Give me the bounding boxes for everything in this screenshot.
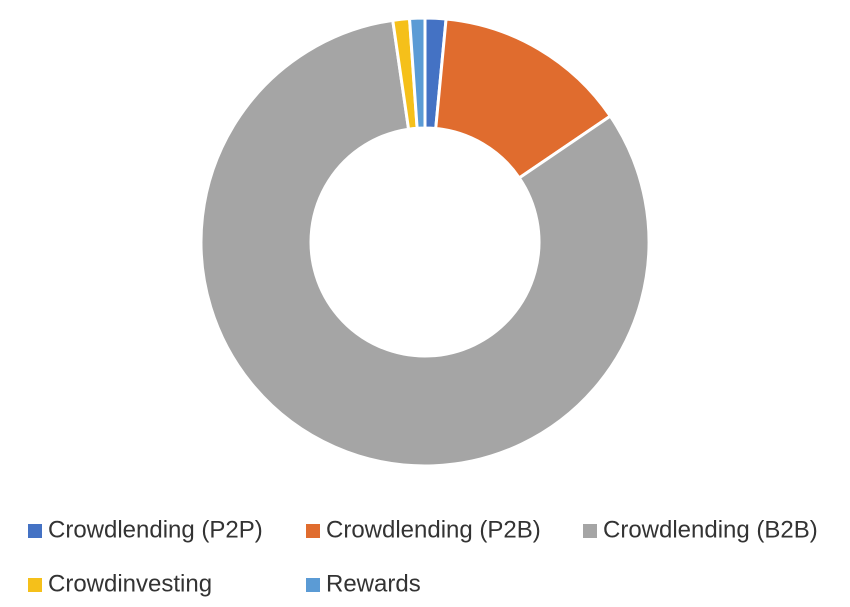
- legend-marker: [28, 524, 42, 538]
- legend-label: Rewards: [326, 570, 421, 597]
- legend-label: Crowdlending (P2P): [48, 516, 263, 543]
- legend-marker: [306, 578, 320, 592]
- donut-slice: [407, 16, 427, 130]
- legend-marker: [583, 524, 597, 538]
- legend-marker: [28, 578, 42, 592]
- legend-label: Crowdinvesting: [48, 570, 212, 597]
- legend-marker: [306, 524, 320, 538]
- legend-label: Crowdlending (B2B): [603, 516, 818, 543]
- donut-slice: [199, 18, 651, 468]
- legend-label: Crowdlending (P2B): [326, 516, 541, 543]
